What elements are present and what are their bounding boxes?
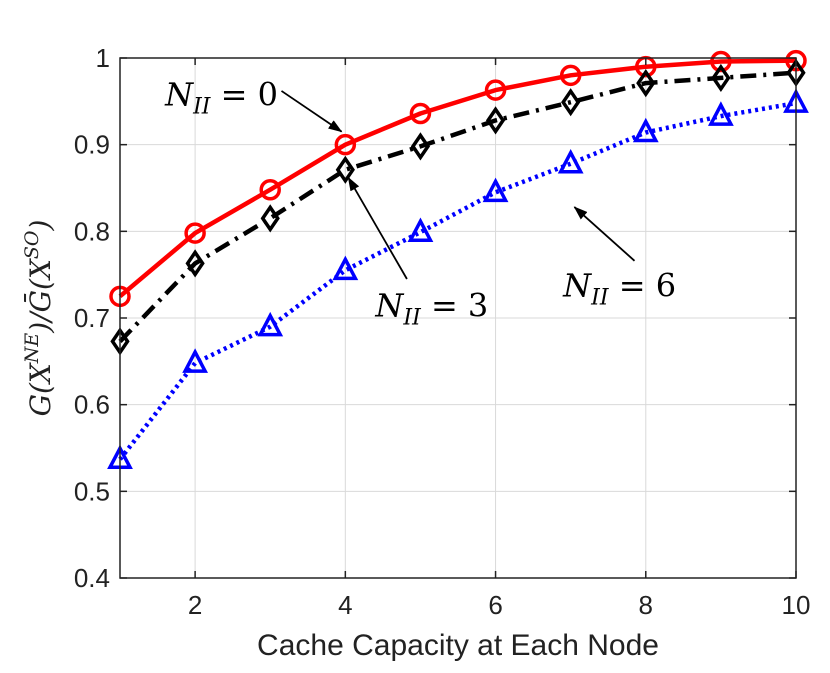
annotation-arrow-n3 [347, 176, 408, 280]
data-point-n6 [482, 177, 509, 203]
data-point-n0 [259, 178, 281, 201]
data-point-n3 [335, 155, 355, 184]
annotation-arrow-n0 [280, 90, 343, 133]
y-tick-label: 0.4 [74, 563, 110, 593]
data-point-n0 [484, 79, 507, 101]
data-point-n3 [636, 69, 656, 98]
y-tick-label: 1 [96, 43, 110, 73]
y-tick-label: 0.6 [74, 390, 110, 420]
data-point-n3 [485, 106, 506, 135]
data-point-n6 [182, 348, 209, 373]
data-point-n6 [557, 148, 584, 174]
data-point-n0 [559, 64, 582, 87]
series-layer [107, 49, 809, 470]
data-point-n3 [711, 63, 731, 93]
x-tick-label: 10 [782, 590, 811, 620]
series-line-n6 [118, 100, 797, 461]
data-point-n0 [409, 102, 432, 125]
data-point-n0 [710, 50, 732, 73]
data-point-n0 [184, 222, 206, 244]
data-point-n3 [561, 88, 581, 117]
data-point-n6 [707, 101, 734, 126]
data-point-n0 [334, 133, 357, 156]
x-tick-label: 8 [639, 590, 653, 620]
data-point-n6 [632, 117, 659, 143]
annotation-n0: NII = 0 [164, 76, 343, 133]
y-tick-label: 0.7 [74, 303, 110, 333]
annotation-label-n6: NII = 6 [562, 266, 676, 310]
y-tick-label: 0.5 [74, 476, 110, 506]
y-tick-label: 0.9 [74, 130, 110, 160]
x-tick-label: 2 [188, 590, 202, 620]
data-point-n3 [410, 132, 431, 161]
series-line-n3 [118, 70, 797, 343]
data-point-n6 [407, 217, 434, 242]
ticks: 0.4 0.5 0.6 0.7 0.8 0.9 1 2 4 6 8 10 [74, 43, 811, 620]
annotation-label-n3: NII = 3 [374, 286, 488, 330]
x-axis-label: Cache Capacity at Each Node [257, 629, 659, 662]
annotation-label-n0: NII = 0 [164, 76, 278, 120]
series-line-n0 [118, 58, 797, 299]
data-point-n3 [185, 249, 205, 278]
annotation-n3: NII = 3 [347, 176, 488, 330]
x-tick-label: 6 [488, 590, 502, 620]
y-tick-label: 0.8 [74, 216, 110, 246]
annotation-n6: NII = 6 [562, 206, 676, 310]
data-point-n3 [260, 204, 280, 233]
data-point-n6 [332, 255, 359, 281]
data-point-n6 [257, 311, 284, 337]
y-axis-label: G(XNE)/Ḡ(XSO) [21, 220, 57, 417]
annotations: NII = 0 NII = 3 NII = 6 [164, 76, 676, 331]
x-tick-label: 4 [338, 590, 352, 620]
annotation-arrow-n6 [573, 206, 636, 262]
